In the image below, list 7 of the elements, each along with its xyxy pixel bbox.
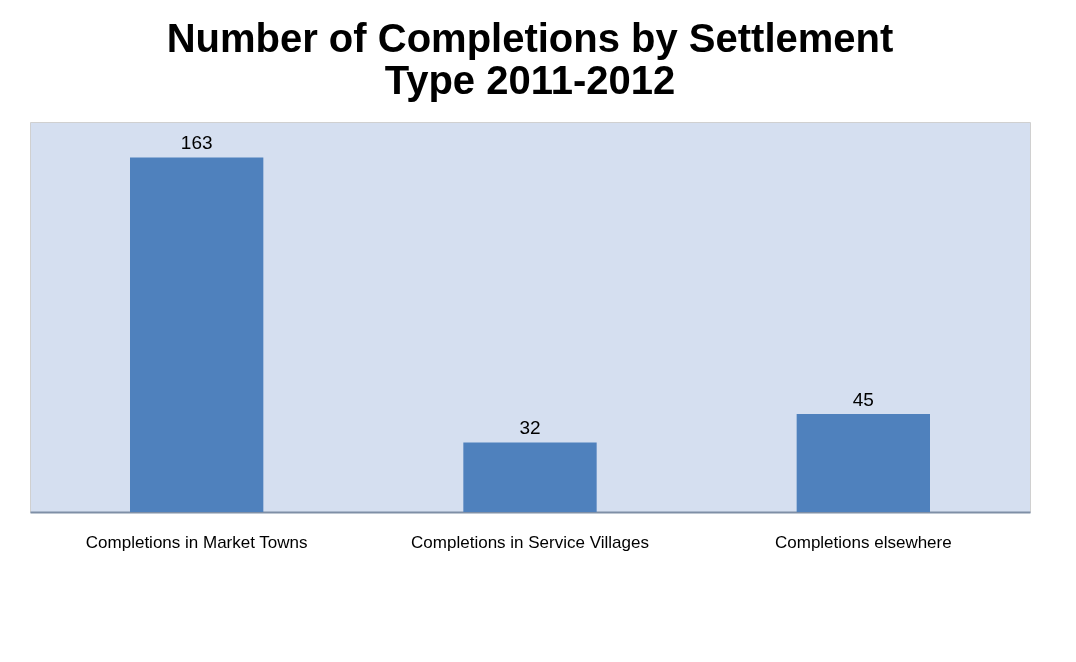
text: Number of Completions by Settlement — [166, 16, 894, 60]
data-label: 32 — [519, 417, 541, 439]
x-tick-label: Completions in Market Towns — [85, 532, 308, 552]
data-label: 163 — [180, 132, 213, 154]
x-tick-label: Completions in Service Villages — [411, 532, 649, 552]
x-tick-label: Completions elsewhere — [774, 532, 952, 552]
data-label: 45 — [852, 389, 874, 411]
